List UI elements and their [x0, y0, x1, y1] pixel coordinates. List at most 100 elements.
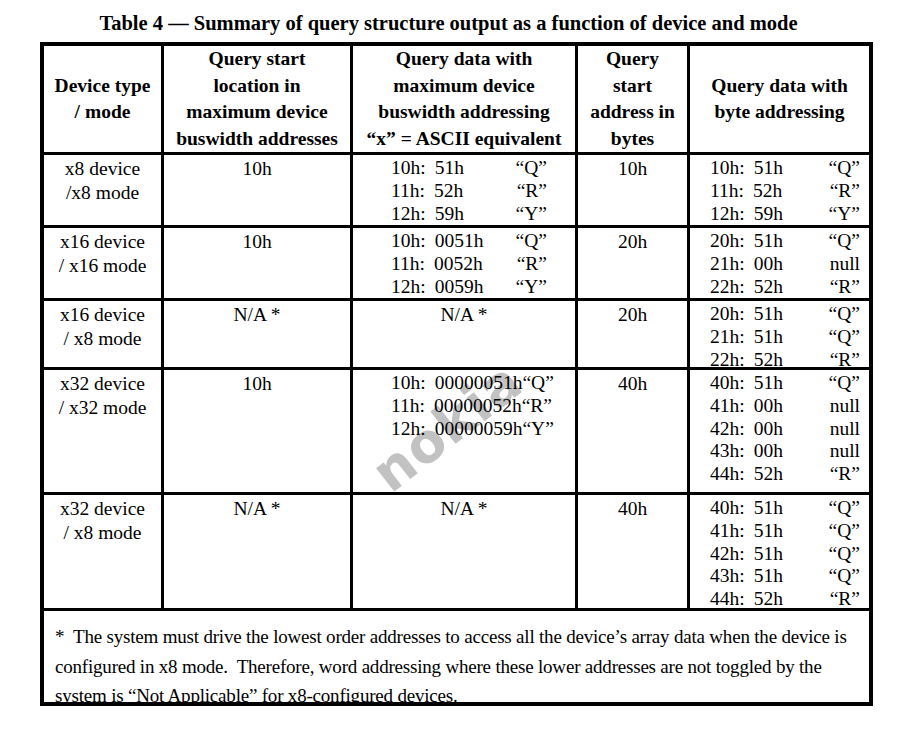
address-value: 40h: 51h — [710, 497, 783, 520]
offset-address: 40h: — [710, 497, 745, 520]
address-value: 42h: 00h — [710, 418, 783, 441]
offset-address: 42h: — [710, 418, 745, 441]
data-line: 41h: 51h “Q” — [690, 520, 869, 543]
offset-address: 21h: — [710, 253, 745, 276]
ascii-equivalent: “Q” — [522, 372, 553, 395]
byte-query-data-cell: 20h:51h“Q”21h:00hnull22h:52h“R” — [690, 228, 869, 298]
data-line: 42h: 51h “Q” — [690, 543, 869, 566]
start-location-value: 10h — [164, 157, 350, 181]
data-line: 10h:0051h“Q” — [353, 230, 575, 253]
word-query-data-cell: 10h:51h“Q”11h:52h“R”12h:59h“Y” — [353, 155, 578, 225]
offset-address: 42h: — [710, 543, 745, 566]
word-start-location-cell: N/A * — [164, 301, 353, 367]
data-line: 44h:52h“R” — [690, 463, 869, 486]
data-line: 40h:51h“Q” — [690, 372, 869, 395]
data-value: 59h — [754, 203, 783, 225]
offset-address: 11h: — [391, 180, 425, 203]
header-line: / mode — [44, 99, 161, 126]
data-line: 43h:00hnull — [690, 440, 869, 463]
table-row: x32 device/ x8 modeN/A *N/A *40h40h:51h“… — [44, 495, 869, 611]
offset-address: 11h: — [710, 180, 744, 203]
start-address-value: 20h — [578, 303, 687, 327]
offset-address: 41h: — [710, 520, 745, 543]
address-value: 22h:52h — [710, 276, 783, 298]
data-line: 20h:51h“Q” — [690, 303, 869, 326]
address-value: 20h:51h — [710, 303, 783, 326]
data-line: 43h:51h“Q” — [690, 565, 869, 588]
ascii-equivalent: “Q” — [829, 497, 860, 520]
ascii-equivalent: “R” — [517, 180, 547, 203]
table-footnote: * The system must drive the lowest order… — [44, 611, 869, 702]
byte-start-address-cell: 20h — [578, 301, 690, 367]
ascii-equivalent: “Q” — [829, 543, 860, 566]
byte-start-address-cell: 40h — [578, 370, 690, 492]
start-address-value: 40h — [578, 497, 687, 521]
na-value: N/A * — [353, 497, 575, 521]
data-value: 00h — [754, 253, 783, 276]
header-line: maximum device — [353, 73, 575, 100]
address-value: 21h:51h — [710, 326, 783, 349]
data-value: 51h — [754, 497, 783, 520]
offset-address: 21h: — [710, 326, 745, 349]
data-value: 00000059h — [435, 418, 523, 441]
document-page: { "title": "Table 4 — Summary of query s… — [0, 0, 921, 742]
address-value: 11h:52h — [710, 180, 782, 203]
data-line: 11h:52h“R” — [690, 180, 869, 203]
address-value: 11h:00000052h — [391, 395, 522, 418]
device-line: x16 device — [44, 303, 161, 327]
header-cell-device-type-mode: Device type/ mode — [44, 46, 164, 152]
ascii-equivalent: “R” — [830, 349, 860, 367]
data-value: 51h — [754, 543, 783, 566]
device-line: x32 device — [44, 372, 161, 396]
word-query-data-cell: 10h:0051h“Q”11h:0052h“R”12h:0059h“Y” — [353, 228, 578, 298]
header-line: buswidth addressing — [353, 99, 575, 126]
start-location-value: N/A * — [164, 303, 350, 327]
word-start-location-cell: 10h — [164, 155, 353, 225]
ascii-equivalent: “R” — [522, 395, 552, 418]
data-value: 52h — [434, 180, 463, 203]
header-line: Query — [578, 46, 687, 73]
offset-address: 12h: — [391, 203, 426, 225]
data-value: 52h — [754, 349, 783, 367]
offset-address: 10h: — [391, 157, 426, 180]
ascii-equivalent: “Q” — [829, 520, 860, 543]
data-value: 51h — [754, 520, 783, 543]
data-value: 52h — [754, 463, 783, 486]
data-value: 00h — [754, 418, 783, 441]
header-cell-query-start-location-word: Query startlocation inmaximum devicebusw… — [164, 46, 353, 152]
data-line: 22h:52h“R” — [690, 276, 869, 298]
ascii-equivalent: “Q” — [829, 565, 860, 588]
header-line: location in — [164, 73, 350, 100]
offset-address: 41h: — [710, 395, 745, 418]
data-line: 41h:00hnull — [690, 395, 869, 418]
data-line: 21h:00hnull — [690, 253, 869, 276]
device-type-cell: x16 device/ x16 mode — [44, 228, 164, 298]
table-row: x32 device/ x32 mode10h10h:00000051h“Q”1… — [44, 370, 869, 495]
data-line: 12h:59h“Y” — [690, 203, 869, 225]
header-line: Query data with — [690, 73, 869, 100]
offset-address: 43h: — [710, 565, 745, 588]
ascii-equivalent: “Y” — [516, 203, 547, 225]
data-value: 00000051h — [435, 372, 523, 395]
ascii-equivalent: “Y” — [516, 276, 547, 298]
device-type-cell: x16 device/ x8 mode — [44, 301, 164, 367]
data-value: 51h — [754, 372, 783, 395]
ascii-equivalent: “R” — [830, 588, 860, 608]
device-line: / x32 mode — [44, 396, 161, 420]
byte-start-address-cell: 40h — [578, 495, 690, 608]
data-line: 10h:51h“Q” — [353, 157, 575, 180]
byte-query-data-cell: 20h:51h“Q”21h:51h“Q”22h:52h“R” — [690, 301, 869, 367]
data-line: 10h:51h“Q” — [690, 157, 869, 180]
data-line: 22h:52h“R” — [690, 349, 869, 367]
word-start-location-cell: N/A * — [164, 495, 353, 608]
data-value: 00h — [754, 440, 783, 463]
header-line: Query start — [164, 46, 350, 73]
header-cell-query-data-word: Query data withmaximum devicebuswidth ad… — [353, 46, 578, 152]
data-line: 11h:0052h“R” — [353, 253, 575, 276]
offset-address: 12h: — [710, 203, 745, 225]
data-value: 0051h — [435, 230, 484, 253]
ascii-equivalent: “R” — [517, 253, 547, 276]
start-address-value: 20h — [578, 230, 687, 254]
device-line: x8 device — [44, 157, 161, 181]
header-line: “x” = ASCII equivalent — [353, 126, 575, 153]
